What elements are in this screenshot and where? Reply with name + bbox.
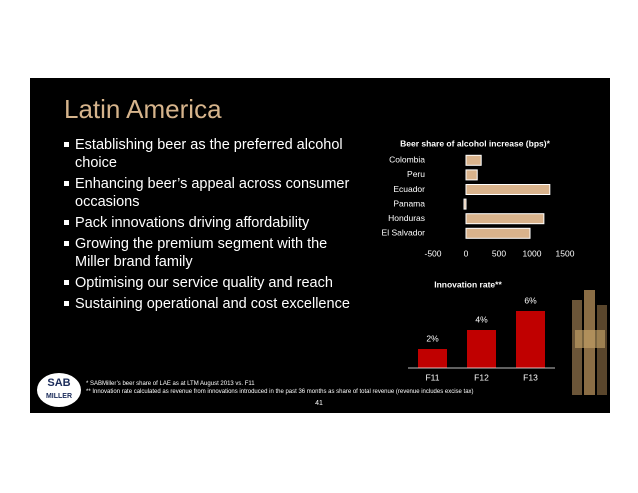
chart-title: Beer share of alcohol increase (bps)* <box>400 138 550 148</box>
bar <box>418 349 447 368</box>
y-tick-label: Panama <box>393 198 425 208</box>
bullet: Pack innovations driving affordability <box>64 214 364 232</box>
bar <box>465 184 551 195</box>
value-label: 2% <box>426 333 439 343</box>
slide-background <box>30 78 610 413</box>
value-label: 6% <box>524 295 537 305</box>
x-tick-label: F12 <box>474 372 489 382</box>
bullet: Establishing beer as the preferred alcoh… <box>64 136 364 172</box>
bar <box>465 227 531 239</box>
bullet: Sustaining operational and cost excellen… <box>64 295 364 313</box>
bullet-list: Establishing beer as the preferred alcoh… <box>64 136 364 316</box>
logo-text: SAB <box>47 377 70 389</box>
x-tick-label: F13 <box>523 372 538 382</box>
bar <box>463 198 467 210</box>
bar <box>465 213 545 225</box>
bar <box>465 154 482 166</box>
bar <box>465 169 478 181</box>
x-tick-label: F11 <box>425 372 439 382</box>
slide-title: Latin America <box>64 94 222 124</box>
x-tick-label: 1500 <box>556 248 575 258</box>
bar <box>467 330 496 368</box>
footnotes: * SABMiller’s beer share of LAE as at LT… <box>86 380 474 396</box>
bullet: Growing the premium segment with the Mil… <box>64 235 364 271</box>
y-tick-label: Ecuador <box>393 184 425 194</box>
x-tick-label: -500 <box>424 248 441 258</box>
y-tick-label: Honduras <box>388 213 425 223</box>
footnote: * SABMiller’s beer share of LAE as at LT… <box>86 381 255 387</box>
bar <box>516 311 545 368</box>
value-label: 4% <box>475 314 488 324</box>
logo-badge <box>37 373 81 407</box>
y-tick-label: El Salvador <box>382 228 426 238</box>
logo-text: MILLER <box>46 393 72 400</box>
page-number: 41 <box>315 400 323 407</box>
bullet: Enhancing beer’s appeal across consumer … <box>64 175 364 211</box>
bottle-image <box>572 290 607 395</box>
x-tick-label: 1000 <box>523 248 542 258</box>
bullet: Optimising our service quality and reach <box>64 274 364 292</box>
footnote: ** Innovation rate calculated as revenue… <box>86 389 474 395</box>
chart-title: Innovation rate** <box>434 279 502 289</box>
y-tick-label: Colombia <box>389 155 425 165</box>
x-tick-label: 0 <box>464 248 469 258</box>
y-tick-label: Peru <box>407 169 425 179</box>
x-tick-label: 500 <box>492 248 506 258</box>
